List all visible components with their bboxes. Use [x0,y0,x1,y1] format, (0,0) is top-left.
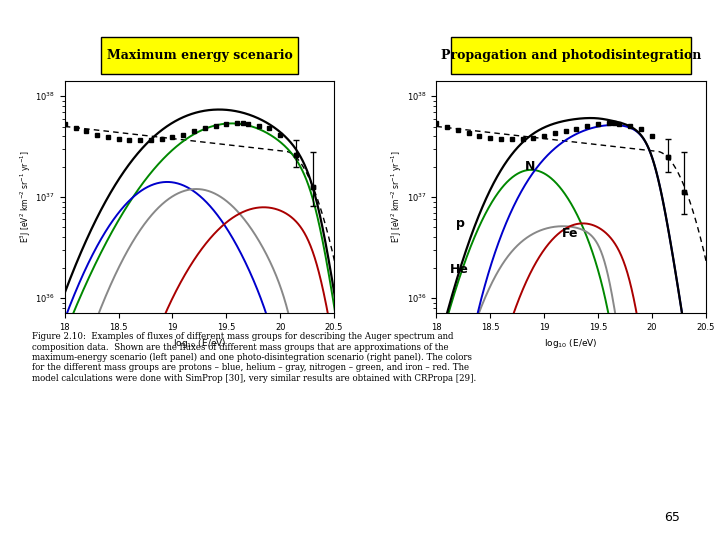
Text: Propagation and photodisintegration: Propagation and photodisintegration [441,49,701,62]
Text: He: He [450,263,469,276]
Text: Fe: Fe [562,227,579,240]
Text: p: p [456,218,464,231]
X-axis label: log$_{10}$ (E/eV): log$_{10}$ (E/eV) [544,338,598,350]
Text: Figure 2.10:  Examples of fluxes of different mass groups for describing the Aug: Figure 2.10: Examples of fluxes of diffe… [32,332,477,383]
Text: N: N [525,160,535,173]
Y-axis label: E$^3$J [eV$^2$ km$^{-2}$ sr$^{-1}$ yr$^{-1}$]: E$^3$J [eV$^2$ km$^{-2}$ sr$^{-1}$ yr$^{… [390,151,404,244]
X-axis label: log$_{10}$ (E/eV): log$_{10}$ (E/eV) [173,338,226,350]
Text: Maximum energy scenario: Maximum energy scenario [107,49,292,62]
Y-axis label: E$^3$J [eV$^2$ km$^{-2}$ sr$^{-1}$ yr$^{-1}$]: E$^3$J [eV$^2$ km$^{-2}$ sr$^{-1}$ yr$^{… [18,151,32,244]
Text: 65: 65 [665,511,680,524]
